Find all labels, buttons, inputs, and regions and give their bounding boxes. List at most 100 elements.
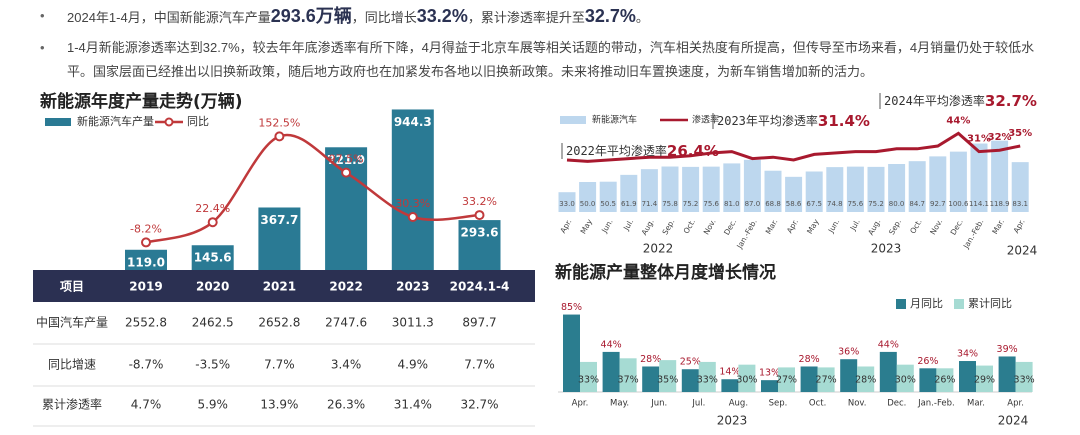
bar-value-label: 367.7 bbox=[260, 213, 298, 227]
x-tick-label: Oct. bbox=[682, 218, 697, 236]
legend-swatch bbox=[954, 299, 964, 309]
x-tick-label: May. bbox=[610, 399, 629, 409]
table-header-cell: 2022 bbox=[329, 280, 362, 294]
bar-value-label: 50.5 bbox=[600, 200, 616, 208]
line-value-label: 44% bbox=[946, 115, 970, 126]
table-cell: 4.9% bbox=[398, 358, 429, 372]
bar bbox=[888, 164, 906, 212]
text: ，同比增长 bbox=[351, 10, 417, 25]
table-cell: 4.7% bbox=[131, 398, 162, 412]
line-marker bbox=[207, 217, 218, 228]
bar bbox=[602, 351, 620, 392]
legend-label: 新能源汽车 bbox=[592, 114, 637, 126]
bar-value-label: 36% bbox=[838, 347, 859, 358]
legend-label: 新能源汽车产量 bbox=[77, 114, 154, 128]
line-value-label: 152.5% bbox=[258, 116, 300, 129]
bar-value-label: 721.9 bbox=[327, 153, 365, 167]
bar-value-label: 26% bbox=[917, 356, 938, 367]
bar bbox=[743, 159, 761, 212]
bar bbox=[959, 361, 976, 392]
line-value-label: 30.3% bbox=[395, 197, 430, 210]
bar-value-label: 30% bbox=[736, 375, 757, 386]
text: 。 bbox=[635, 10, 649, 25]
bar-value-label: 33% bbox=[1014, 375, 1035, 386]
bar-value-label: 33% bbox=[578, 375, 599, 386]
x-tick-label: Jul. bbox=[848, 218, 862, 233]
bar bbox=[949, 151, 967, 212]
x-tick-label: Jun. bbox=[826, 218, 841, 236]
bullet: 1-4月新能源渗透率达到32.7%，较去年年底渗透率有所下降，4月得益于北京车展… bbox=[40, 36, 1042, 84]
line-marker bbox=[474, 210, 485, 221]
bar-value-label: 67.5 bbox=[806, 200, 822, 208]
bar-value-label: 85% bbox=[561, 302, 582, 313]
bar-value-label: 34% bbox=[957, 349, 978, 360]
table-header-cell: 2020 bbox=[196, 280, 229, 294]
bar-value-label: 28% bbox=[855, 375, 876, 386]
bar bbox=[919, 368, 937, 392]
bar bbox=[840, 359, 858, 392]
emphasis: 293.6万辆 bbox=[270, 6, 352, 26]
bar bbox=[867, 166, 885, 212]
line-value-label: 33.2% bbox=[462, 195, 497, 208]
bar-value-label: 81.0 bbox=[724, 200, 740, 208]
x-tick-label: Mar. bbox=[764, 218, 780, 236]
bar bbox=[681, 369, 699, 392]
table-cell: 2462.5 bbox=[192, 316, 234, 330]
x-tick-label: Jul. bbox=[621, 218, 635, 233]
bar-value-label: 14% bbox=[719, 367, 740, 378]
x-tick-label: Sep. bbox=[769, 399, 788, 409]
bar-value-label: 68.8 bbox=[765, 200, 781, 208]
bar-value-label: 13% bbox=[759, 368, 780, 379]
x-tick-label: Jan.-Feb. bbox=[917, 399, 955, 409]
x-tick-label: Oct. bbox=[809, 399, 826, 409]
table-cell: 2747.6 bbox=[325, 316, 367, 330]
bar-value-label: 944.3 bbox=[394, 115, 432, 129]
bar-value-label: 75.2 bbox=[683, 200, 699, 208]
bar-value-label: 71.4 bbox=[642, 200, 658, 208]
table-cell: 7.7% bbox=[264, 358, 295, 372]
line-value-label: 97.5% bbox=[329, 153, 364, 166]
annotation-text: 2023年平均渗透率 bbox=[717, 113, 818, 128]
x-tick-label: Jan.-Feb. bbox=[961, 218, 985, 251]
bar bbox=[620, 174, 638, 212]
bar bbox=[998, 356, 1016, 392]
legend-swatch bbox=[560, 116, 586, 124]
legend-label: 月同比 bbox=[910, 297, 943, 310]
x-tick-label: Apr. bbox=[1007, 399, 1024, 409]
emphasis: 32.7% bbox=[584, 6, 636, 26]
table-cell: 897.7 bbox=[462, 316, 496, 330]
bar-value-label: 29% bbox=[974, 375, 995, 386]
table-cell: 7.7% bbox=[464, 358, 495, 372]
bar-value-label: 293.6 bbox=[461, 226, 499, 240]
x-tick-label: Nov. bbox=[848, 399, 867, 409]
bar bbox=[857, 366, 875, 392]
line-value-label: -8.2% bbox=[130, 222, 162, 235]
annotation: 2022年平均渗透率26.4% bbox=[566, 142, 719, 160]
x-tick-label: Apr. bbox=[558, 218, 573, 235]
x-tick-label: Aug. bbox=[640, 218, 656, 237]
bar-value-label: 114.1 bbox=[969, 200, 989, 208]
year-label: 2024 bbox=[1007, 244, 1038, 258]
line-marker bbox=[274, 131, 285, 142]
bar-value-label: 28% bbox=[640, 354, 661, 365]
annotation-value: 32.7% bbox=[985, 92, 1037, 110]
bar bbox=[580, 361, 597, 392]
x-tick-label: Mar. bbox=[990, 218, 1006, 236]
line-marker bbox=[341, 167, 352, 178]
year-label: 2024 bbox=[998, 414, 1029, 428]
bar-value-label: 61.9 bbox=[621, 200, 637, 208]
bar bbox=[563, 314, 580, 392]
legend-marker bbox=[164, 117, 174, 127]
line-marker bbox=[407, 212, 418, 223]
bar bbox=[846, 166, 864, 212]
table-header-cell: 项目 bbox=[60, 280, 84, 294]
x-tick-label: Mar. bbox=[967, 399, 985, 409]
bar bbox=[258, 207, 301, 270]
x-tick-label: Aug. bbox=[866, 218, 882, 237]
bar bbox=[896, 364, 914, 392]
bar bbox=[778, 367, 795, 392]
annotation-text: 2022年平均渗透率 bbox=[566, 143, 667, 158]
text: ，累计渗透率提升至 bbox=[467, 10, 585, 25]
bar-value-label: 30% bbox=[895, 375, 916, 386]
